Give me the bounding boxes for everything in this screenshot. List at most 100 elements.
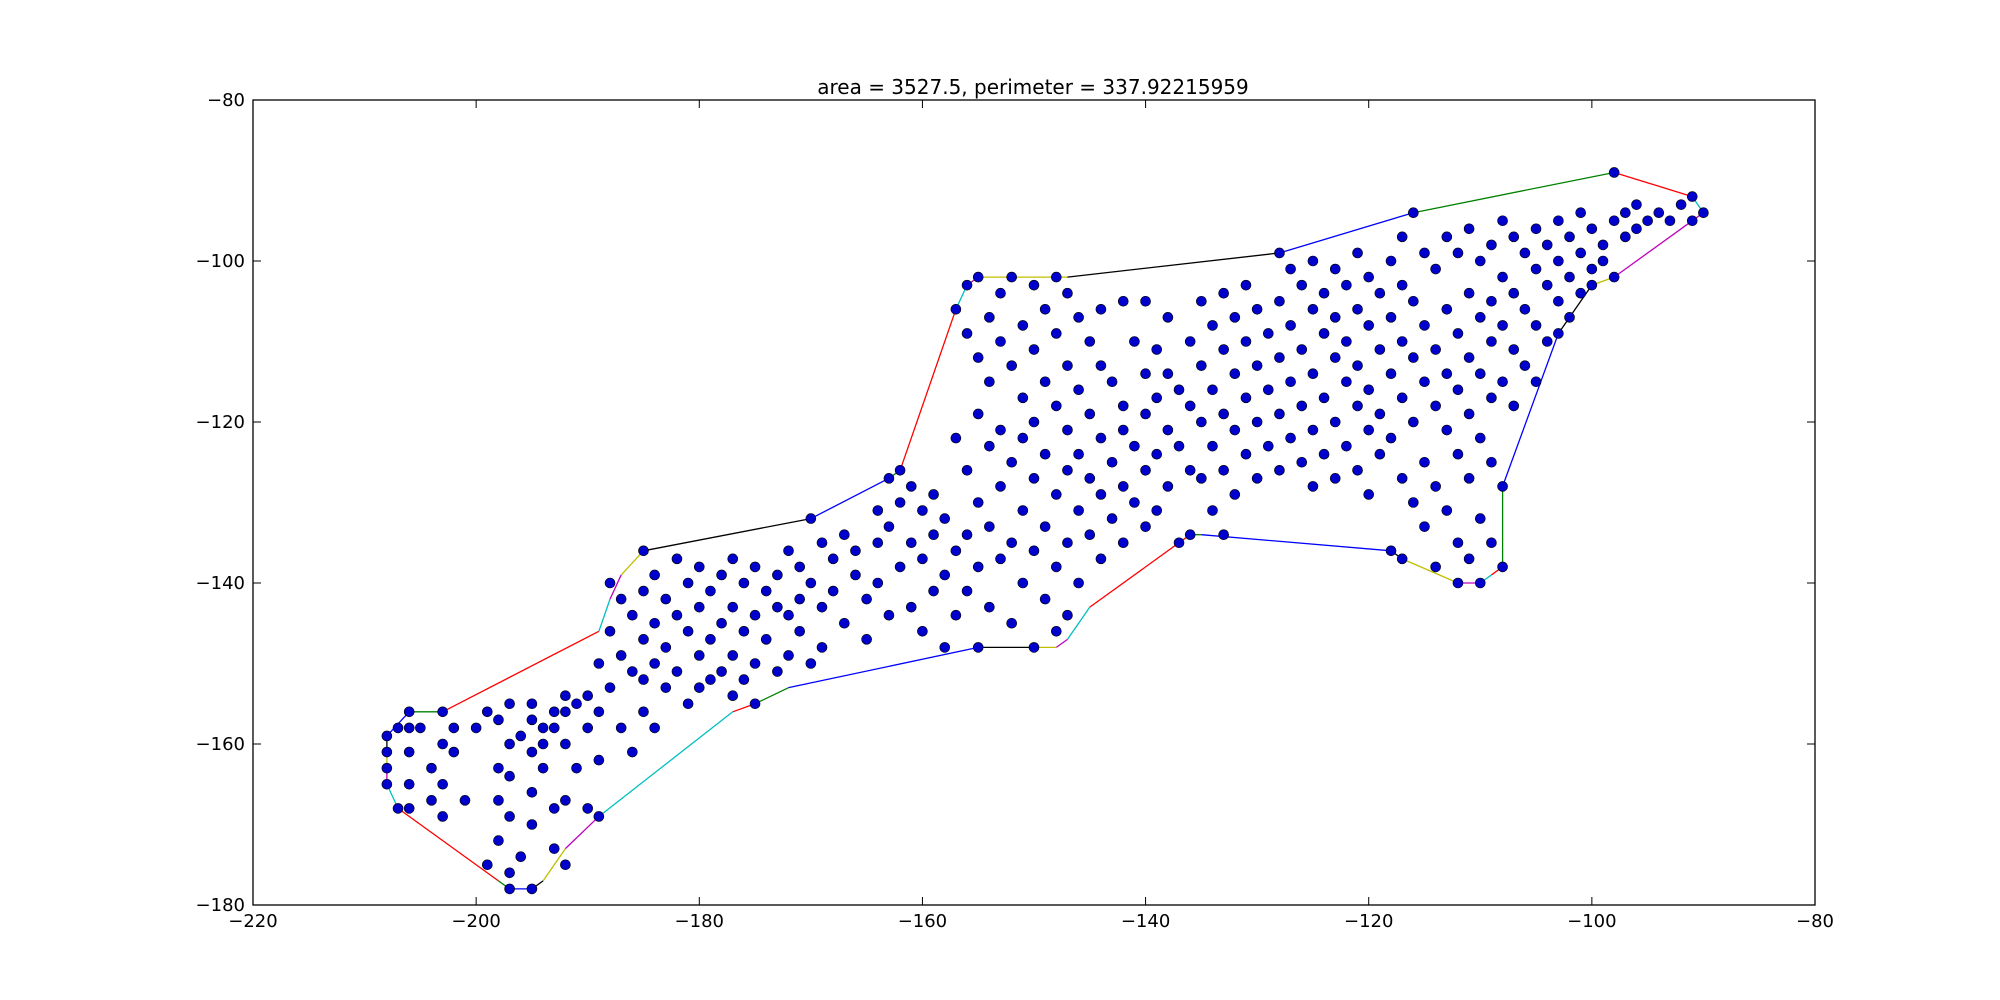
data-point <box>1374 344 1386 355</box>
y-tick-label: −100 <box>196 251 245 272</box>
data-point <box>716 617 727 629</box>
data-point <box>850 569 861 581</box>
data-point <box>972 642 984 653</box>
data-point <box>1452 448 1464 460</box>
data-point <box>571 762 582 774</box>
data-point <box>1017 505 1029 516</box>
data-point <box>961 585 973 597</box>
data-point <box>1307 255 1319 267</box>
data-point <box>950 545 962 557</box>
data-point <box>1396 473 1408 484</box>
data-point <box>1062 464 1073 476</box>
data-point <box>515 851 527 863</box>
data-point <box>1553 328 1564 339</box>
data-point <box>1218 344 1229 355</box>
data-point <box>1196 295 1207 307</box>
data-point <box>1519 360 1531 371</box>
data-point <box>448 746 460 758</box>
data-point <box>560 738 571 750</box>
boundary-edge <box>1557 284 1593 334</box>
data-point <box>1396 279 1408 291</box>
data-point <box>1039 303 1051 315</box>
data-point <box>582 803 594 814</box>
boundary-edge <box>1279 212 1414 254</box>
data-point <box>883 521 895 532</box>
data-point <box>448 722 460 734</box>
boundary-edge <box>1501 333 1559 487</box>
data-point <box>1374 287 1386 299</box>
data-point <box>1430 481 1441 492</box>
data-point <box>1184 400 1196 412</box>
data-point <box>749 609 761 621</box>
data-point <box>1474 255 1486 267</box>
data-point <box>928 489 939 500</box>
boundary-edge <box>1066 606 1091 640</box>
data-point <box>1106 456 1118 468</box>
data-point <box>1352 360 1363 371</box>
data-point <box>1620 207 1631 218</box>
data-point <box>1207 320 1218 331</box>
boundary-edge <box>598 711 734 817</box>
data-point <box>582 722 594 734</box>
data-point <box>1597 239 1609 251</box>
y-tick-label: −180 <box>196 895 245 916</box>
data-point <box>1508 231 1520 243</box>
data-point <box>1307 481 1319 492</box>
data-point <box>839 617 850 629</box>
data-point <box>1329 312 1341 323</box>
data-point <box>1218 408 1229 420</box>
chart-title: area = 3527.5, perimeter = 337.92215959 <box>817 75 1249 99</box>
data-point <box>1207 505 1218 516</box>
data-point <box>1463 408 1475 420</box>
data-point <box>1140 368 1151 380</box>
data-point <box>1051 328 1062 339</box>
data-point <box>381 730 393 742</box>
data-point <box>504 883 515 895</box>
data-point <box>1196 416 1207 428</box>
data-point <box>1117 481 1129 492</box>
data-point <box>1486 537 1497 549</box>
data-point <box>961 328 973 339</box>
data-point <box>1017 320 1029 331</box>
x-tick-label: −80 <box>1796 911 1834 932</box>
data-point <box>1408 295 1419 307</box>
data-point <box>1274 247 1285 259</box>
x-tick-label: −120 <box>1344 911 1393 932</box>
data-point <box>1430 263 1441 275</box>
boundary-edge <box>442 630 600 713</box>
data-point <box>705 634 716 645</box>
data-point <box>972 561 984 573</box>
data-point <box>437 706 448 718</box>
data-point <box>1207 440 1218 452</box>
x-tick-label: −180 <box>675 911 724 932</box>
data-point <box>1229 489 1241 500</box>
data-point <box>526 714 538 726</box>
data-point <box>705 674 716 685</box>
data-point <box>1028 642 1040 653</box>
y-axis: −180 −160 −140 −120 −100 −80 <box>196 90 1815 916</box>
data-point <box>1285 432 1296 444</box>
data-point <box>1051 271 1062 283</box>
data-point <box>1452 328 1464 339</box>
data-point <box>1140 295 1151 307</box>
data-point <box>415 722 426 734</box>
x-tick-label: −220 <box>228 911 277 932</box>
data-point <box>392 803 404 814</box>
data-point <box>660 682 672 693</box>
data-point <box>693 561 705 573</box>
boundary-edge <box>754 687 789 705</box>
data-point <box>1486 392 1497 404</box>
data-point <box>504 770 515 782</box>
data-point <box>961 464 973 476</box>
data-point <box>593 754 605 766</box>
data-point <box>1497 320 1508 331</box>
data-point <box>738 577 750 589</box>
boundary-edge <box>1413 171 1615 214</box>
x-tick-label: −100 <box>1567 911 1616 932</box>
plot-area-frame <box>252 99 1816 906</box>
data-point <box>1296 456 1308 468</box>
data-point <box>995 336 1006 347</box>
data-point <box>1095 360 1107 371</box>
data-point <box>1408 416 1419 428</box>
data-point <box>1062 537 1073 549</box>
